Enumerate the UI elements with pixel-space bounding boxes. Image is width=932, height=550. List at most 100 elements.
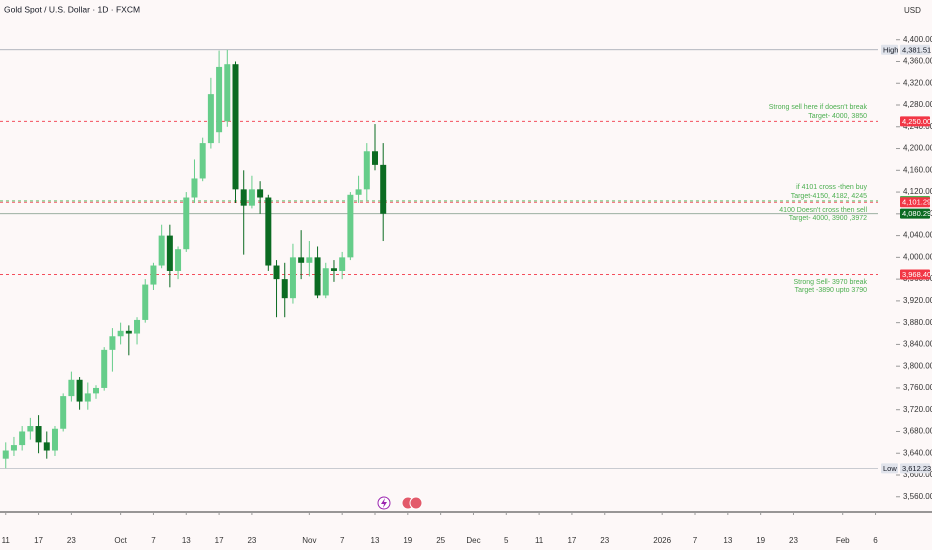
chart-title: Gold Spot / U.S. Dollar · 1D · FXCM (4, 4, 140, 14)
annotation: Strong sell here if doesn't break (769, 104, 868, 111)
x-tick-label: 7 (340, 536, 345, 545)
x-tick-label: 23 (247, 536, 256, 545)
candle-body (93, 387, 100, 394)
candle-body (199, 143, 206, 179)
candle-body (273, 265, 280, 280)
x-tick-label: 2026 (653, 536, 671, 545)
event-icons[interactable] (377, 496, 423, 510)
y-tick-label: 3,880.00 (903, 318, 932, 327)
candle-body (322, 268, 329, 296)
y-tick-label: 4,280.00 (903, 100, 932, 109)
x-tick-label: Dec (466, 536, 480, 545)
candle-body (240, 189, 247, 206)
x-tick-label: 23 (67, 536, 76, 545)
candle-body (109, 336, 116, 350)
annotation: Target -3890 upto 3790 (795, 287, 867, 294)
y-tick-label: 3,600.00 (903, 470, 932, 479)
candle-body (339, 257, 346, 271)
candle-body (380, 164, 387, 214)
x-tick-label: 25 (436, 536, 445, 545)
y-tick-label: 3,560.00 (903, 492, 932, 501)
candle-body (27, 426, 34, 432)
y-tick-label: 4,400.00 (903, 35, 932, 44)
currency: USD (904, 6, 921, 15)
x-tick-label: 5 (504, 536, 509, 545)
candle-body (363, 151, 370, 190)
candle-body (125, 330, 132, 334)
x-tick-label: Feb (836, 536, 850, 545)
annotation: Target- 4000, 3850 (808, 113, 867, 120)
candle-body (257, 189, 264, 198)
price-tag: High (883, 45, 898, 54)
candle-body (347, 194, 354, 258)
price-tag-box (881, 463, 898, 474)
y-tick-label: 4,160.00 (903, 165, 932, 174)
y-tick-label: 4,320.00 (903, 78, 932, 87)
candle-body (298, 257, 305, 263)
candle-body (51, 428, 58, 451)
candle-body (207, 94, 214, 144)
x-tick-label: 17 (567, 536, 576, 545)
candle-body (166, 235, 173, 271)
x-tick-label: 13 (723, 536, 732, 545)
candle-body (306, 257, 313, 263)
candle-body (191, 178, 198, 198)
candle-body (330, 268, 337, 271)
annotation: if 4101 cross -then buy (796, 184, 867, 191)
x-tick-label: 17 (215, 536, 224, 545)
x-tick-label: Oct (114, 536, 127, 545)
candle-body (281, 279, 288, 299)
candle-body (265, 197, 272, 266)
price-label-box (900, 269, 930, 280)
y-tick-label: 3,800.00 (903, 361, 932, 370)
candle-body (216, 66, 223, 133)
candle-body (101, 349, 108, 388)
price-label: 4,101.29 (902, 198, 931, 207)
price-label-box (900, 208, 930, 219)
y-tick-label: 4,360.00 (903, 57, 932, 66)
candle-body (224, 64, 231, 122)
y-tick-label: 3,840.00 (903, 340, 932, 349)
candle-body (175, 249, 182, 271)
price-label-box (900, 116, 930, 127)
candle-body (10, 445, 17, 451)
candle-body (43, 442, 50, 451)
candle-body (289, 257, 296, 299)
annotation: Target-4150, 4182, 4245 (791, 193, 867, 200)
x-tick-label: 11 (535, 536, 544, 545)
candle-body (371, 151, 378, 165)
event-icon[interactable] (409, 496, 423, 510)
y-tick-label: 4,040.00 (903, 231, 932, 240)
candle-body (232, 64, 239, 190)
x-tick-label: 19 (756, 536, 765, 545)
x-tick-label: 23 (789, 536, 798, 545)
event-icon-bolt (381, 498, 387, 508)
y-tick-label: 3,720.00 (903, 405, 932, 414)
x-tick-label: 11 (2, 536, 11, 545)
y-tick-label: 3,760.00 (903, 383, 932, 392)
x-tick-label: 17 (34, 536, 43, 545)
x-tick-label: 19 (403, 536, 412, 545)
x-tick-label: Nov (302, 536, 316, 545)
price-label-box (900, 197, 930, 208)
candle-body (134, 319, 141, 334)
price-label: 4,250.00 (902, 117, 931, 126)
price-label-box (900, 463, 930, 474)
candle-body (68, 379, 75, 397)
x-tick-label: 13 (371, 536, 380, 545)
price-label: 3,612.23 (902, 464, 931, 473)
price-label-box (900, 44, 930, 55)
y-tick-label: 4,200.00 (903, 144, 932, 153)
price-label: 3,968.40 (902, 270, 931, 279)
price-tag-box (881, 44, 898, 55)
annotation: Strong Sell- 3970 break (793, 279, 867, 286)
candle-body (19, 431, 26, 446)
candle-body (355, 189, 362, 195)
candle-body (84, 393, 91, 402)
price-label: 4,381.51 (902, 45, 931, 54)
candle-body (158, 235, 165, 266)
candle-body (117, 330, 124, 337)
candle-body (35, 426, 42, 443)
y-tick-label: 4,240.00 (903, 122, 932, 131)
